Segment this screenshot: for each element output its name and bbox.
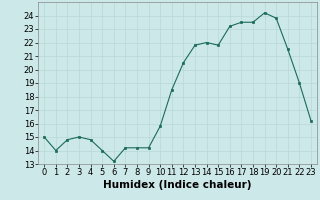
X-axis label: Humidex (Indice chaleur): Humidex (Indice chaleur) [103, 180, 252, 190]
